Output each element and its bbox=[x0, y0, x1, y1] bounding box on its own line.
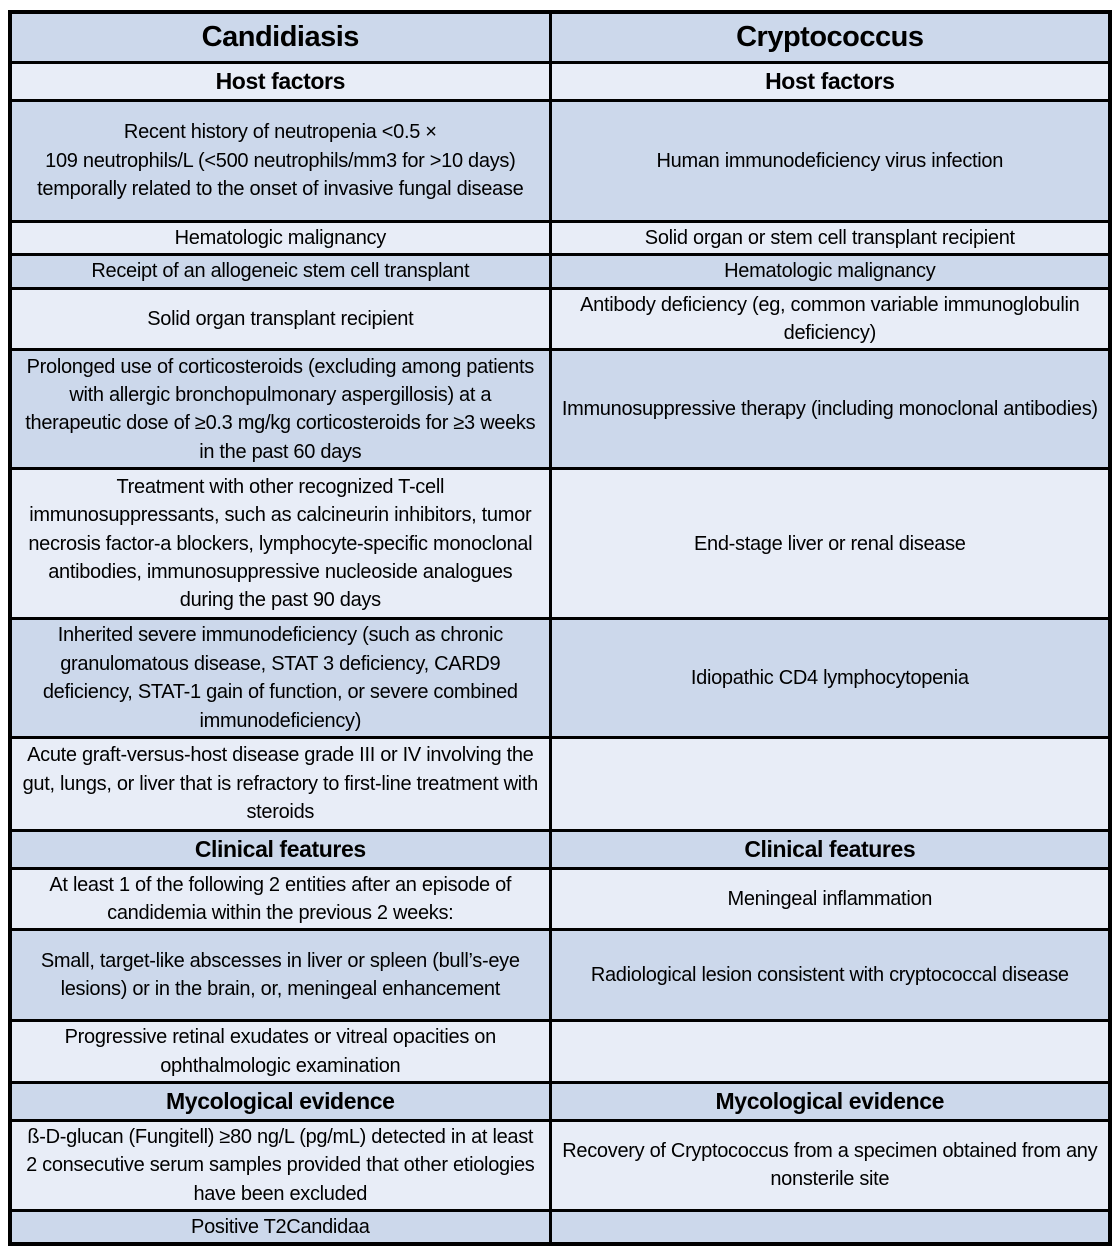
section-header-clinical-features-left: Clinical features bbox=[8, 828, 552, 870]
table-cell: Recent history of neutropenia <0.5 × 109… bbox=[8, 98, 552, 223]
section-header-mycological-evidence-right: Mycological evidence bbox=[548, 1081, 1112, 1122]
table-cell: Hematologic malignancy bbox=[548, 253, 1112, 290]
table-cell: Antibody deficiency (eg, common variable… bbox=[548, 286, 1112, 352]
table-row: At least 1 of the following 2 entities a… bbox=[8, 866, 1112, 932]
table-cell: Immunosuppressive therapy (including mon… bbox=[548, 348, 1112, 471]
table-cell: Idiopathic CD4 lymphocytopenia bbox=[548, 617, 1112, 739]
column-header-candidiasis: Candidiasis bbox=[8, 10, 552, 65]
table-cell: Solid organ or stem cell transplant reci… bbox=[548, 219, 1112, 257]
table-cell: Human immunodeficiency virus infection bbox=[548, 98, 1112, 223]
table-row: Treatment with other recognized T-cell i… bbox=[8, 467, 1112, 621]
table-cell: Positive T2Candidaa bbox=[8, 1209, 552, 1246]
table-row: Receipt of an allogeneic stem cell trans… bbox=[8, 253, 1112, 290]
section-header-host-factors-left: Host factors bbox=[8, 61, 552, 102]
table-row: Hematologic malignancy Solid organ or st… bbox=[8, 219, 1112, 257]
table-row: Prolonged use of corticosteroids (exclud… bbox=[8, 348, 1112, 471]
table-cell bbox=[548, 735, 1112, 832]
table-cell: Treatment with other recognized T-cell i… bbox=[8, 467, 552, 621]
section-row-host-factors: Host factors Host factors bbox=[8, 61, 1112, 102]
table-cell bbox=[548, 1209, 1112, 1246]
table-row: Inherited severe immunodeficiency (such … bbox=[8, 617, 1112, 739]
table-header-row: Candidiasis Cryptococcus bbox=[8, 10, 1112, 65]
table-cell: Small, target-like abscesses in liver or… bbox=[8, 928, 552, 1023]
table-cell: Inherited severe immunodeficiency (such … bbox=[8, 617, 552, 739]
table-row: Solid organ transplant recipient Antibod… bbox=[8, 286, 1112, 352]
table-cell: ß-D-glucan (Fungitell) ≥80 ng/L (pg/mL) … bbox=[8, 1118, 552, 1213]
table-cell: At least 1 of the following 2 entities a… bbox=[8, 866, 552, 932]
table-cell bbox=[548, 1019, 1112, 1085]
table-row: Small, target-like abscesses in liver or… bbox=[8, 928, 1112, 1023]
table-row: Acute graft-versus-host disease grade II… bbox=[8, 735, 1112, 832]
section-row-clinical-features: Clinical features Clinical features bbox=[8, 828, 1112, 870]
section-header-clinical-features-right: Clinical features bbox=[548, 828, 1112, 870]
table-cell: Progressive retinal exudates or vitreal … bbox=[8, 1019, 552, 1085]
table-cell: Meningeal inflammation bbox=[548, 866, 1112, 932]
table-cell: Hematologic malignancy bbox=[8, 219, 552, 257]
table-cell: Prolonged use of corticosteroids (exclud… bbox=[8, 348, 552, 471]
section-row-mycological-evidence: Mycological evidence Mycological evidenc… bbox=[8, 1081, 1112, 1122]
section-header-mycological-evidence-left: Mycological evidence bbox=[8, 1081, 552, 1122]
column-header-cryptococcus: Cryptococcus bbox=[548, 10, 1112, 65]
comparison-table: Candidiasis Cryptococcus Host factors Ho… bbox=[8, 10, 1112, 1246]
table-cell: Radiological lesion consistent with cryp… bbox=[548, 928, 1112, 1023]
table-cell: Solid organ transplant recipient bbox=[8, 286, 552, 352]
table-cell: Acute graft-versus-host disease grade II… bbox=[8, 735, 552, 832]
table-row: Positive T2Candidaa bbox=[8, 1209, 1112, 1246]
table-cell: Receipt of an allogeneic stem cell trans… bbox=[8, 253, 552, 290]
table-cell: End-stage liver or renal disease bbox=[548, 467, 1112, 621]
table-row: ß-D-glucan (Fungitell) ≥80 ng/L (pg/mL) … bbox=[8, 1118, 1112, 1213]
table-row: Recent history of neutropenia <0.5 × 109… bbox=[8, 98, 1112, 223]
section-header-host-factors-right: Host factors bbox=[548, 61, 1112, 102]
table-cell: Recovery of Cryptococcus from a specimen… bbox=[548, 1118, 1112, 1213]
table-row: Progressive retinal exudates or vitreal … bbox=[8, 1019, 1112, 1085]
